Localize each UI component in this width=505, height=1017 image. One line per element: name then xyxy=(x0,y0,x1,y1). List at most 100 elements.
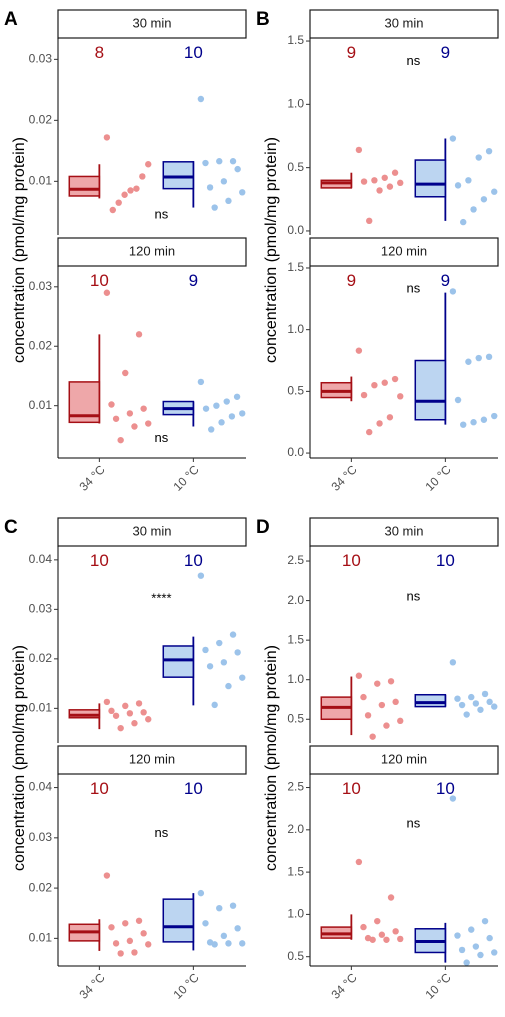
data-point xyxy=(381,379,388,386)
data-point xyxy=(486,934,493,942)
data-point xyxy=(386,414,394,421)
data-point xyxy=(485,353,493,361)
y-tick-label: 0.03 xyxy=(29,830,53,844)
data-point xyxy=(213,402,220,409)
data-point xyxy=(197,378,205,386)
n-label: 9 xyxy=(441,271,450,290)
y-tick-label: 0.0 xyxy=(287,445,304,459)
facet-strip xyxy=(57,237,247,267)
n-label: 10 xyxy=(184,43,203,62)
data-point xyxy=(103,134,111,141)
n-label: 10 xyxy=(184,779,203,798)
y-tick-label: 2.5 xyxy=(287,780,304,794)
y-tick-label: 0.04 xyxy=(29,552,53,566)
y-tick-label: 0.02 xyxy=(29,651,53,665)
data-point xyxy=(481,917,489,925)
y-tick-label: 1.0 xyxy=(287,907,304,921)
data-point xyxy=(397,179,404,187)
data-point xyxy=(378,701,386,709)
data-point xyxy=(366,428,373,436)
data-point xyxy=(211,204,218,211)
y-tick-label: 0.5 xyxy=(287,711,304,725)
data-point xyxy=(477,951,484,959)
y-tick-label: 0.01 xyxy=(29,931,53,945)
significance: ns xyxy=(155,825,169,840)
x-tick-label: 10 °C xyxy=(171,462,202,493)
x-tick-label: 10 °C xyxy=(423,462,454,493)
data-point xyxy=(460,218,467,226)
facet-strip xyxy=(309,9,499,39)
data-point xyxy=(454,695,461,702)
data-point xyxy=(387,678,395,685)
facet-title: 120 min xyxy=(129,751,175,766)
data-point xyxy=(197,572,205,579)
data-point xyxy=(355,146,363,154)
data-point xyxy=(223,398,230,405)
data-point xyxy=(491,949,498,956)
data-point xyxy=(371,177,378,184)
significance: ns xyxy=(407,589,421,604)
data-point xyxy=(225,197,232,205)
data-point xyxy=(216,904,223,912)
data-point xyxy=(126,710,134,717)
data-point xyxy=(454,932,461,939)
data-point xyxy=(206,184,214,191)
data-point xyxy=(465,358,472,365)
data-point xyxy=(131,720,138,727)
panel-label: B xyxy=(256,9,270,30)
n-label: 10 xyxy=(436,551,455,570)
data-point xyxy=(112,940,120,947)
data-point xyxy=(108,924,115,931)
facet-strip xyxy=(309,237,499,267)
n-label: 10 xyxy=(90,779,109,798)
facet-title: 120 min xyxy=(381,751,427,766)
data-point xyxy=(360,693,367,701)
data-point xyxy=(355,347,363,354)
data-point xyxy=(386,183,394,190)
n-label: 10 xyxy=(184,551,203,570)
facet-title: 30 min xyxy=(132,15,171,30)
x-tick-label: 34 °C xyxy=(329,970,360,1001)
data-point xyxy=(208,426,215,433)
data-point xyxy=(202,159,209,167)
data-point xyxy=(449,288,457,295)
data-point xyxy=(145,716,152,723)
data-point xyxy=(206,663,214,670)
data-point xyxy=(234,925,241,932)
y-tick-label: 0.02 xyxy=(29,880,53,894)
data-point xyxy=(239,189,246,196)
data-point xyxy=(458,701,466,709)
n-label: 9 xyxy=(347,271,356,290)
data-point xyxy=(454,182,462,189)
box xyxy=(414,159,447,198)
facet-title: 120 min xyxy=(381,243,427,258)
y-tick-label: 0.01 xyxy=(29,701,53,715)
data-point xyxy=(145,941,152,948)
data-point xyxy=(449,135,457,142)
data-point xyxy=(460,421,467,428)
data-point xyxy=(109,206,116,214)
panel-label: D xyxy=(256,517,270,538)
y-tick-label: 0.0 xyxy=(287,223,304,237)
x-tick-label: 34 °C xyxy=(77,970,108,1001)
data-point xyxy=(387,894,395,901)
data-point xyxy=(220,178,228,185)
n-label: 8 xyxy=(95,43,104,62)
n-label: 10 xyxy=(342,551,361,570)
data-point xyxy=(140,405,147,412)
data-point xyxy=(391,375,399,383)
data-point xyxy=(115,199,122,206)
data-point xyxy=(454,396,462,404)
data-point xyxy=(112,415,120,422)
data-point xyxy=(485,147,493,155)
data-point xyxy=(463,959,470,966)
n-label: 10 xyxy=(342,779,361,798)
data-point xyxy=(108,401,115,408)
data-point xyxy=(355,672,363,679)
data-point xyxy=(103,872,111,879)
data-point xyxy=(122,702,129,710)
data-point xyxy=(374,917,381,925)
data-point xyxy=(392,928,399,935)
data-point xyxy=(140,709,147,716)
